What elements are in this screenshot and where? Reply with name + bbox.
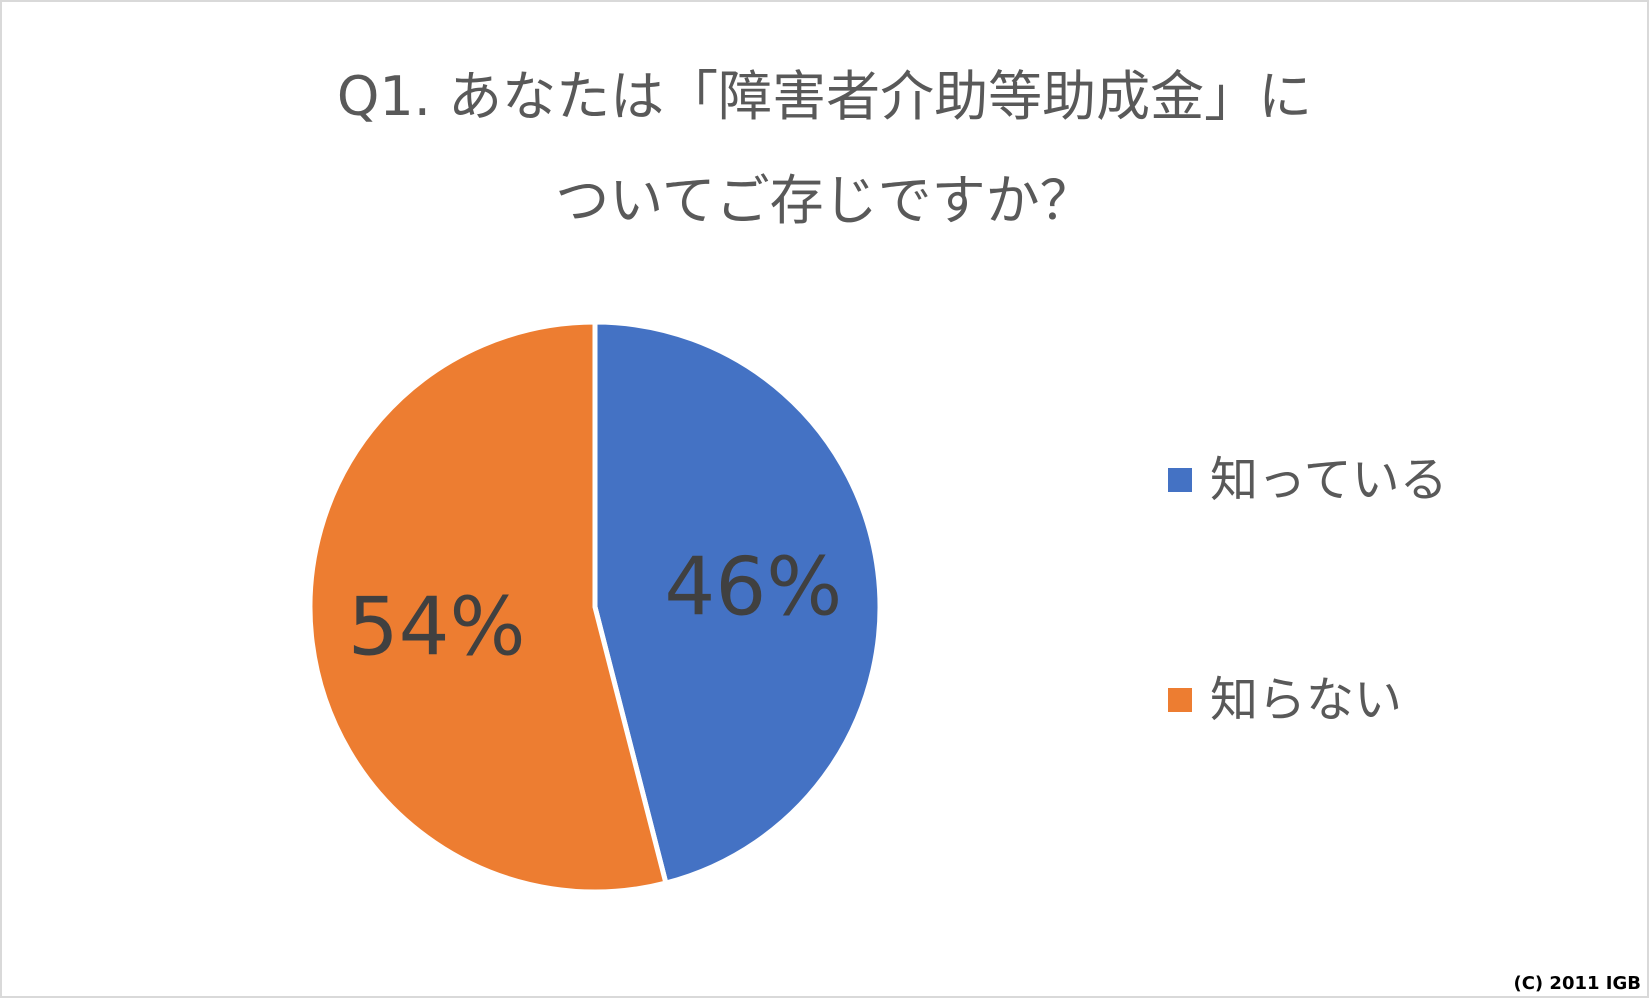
pie-label-unknown: 54% bbox=[348, 581, 526, 674]
pie-slices bbox=[307, 319, 883, 895]
pie-label-known: 46% bbox=[664, 540, 842, 633]
chart-title-line-2: ついてご存じですか？ bbox=[555, 169, 1094, 232]
copyright-notice: (C) 2011 IGB bbox=[1513, 973, 1642, 994]
chart-title: Q1. あなたは「障害者介助等助成金」に ついてご存じですか？ bbox=[0, 45, 1649, 253]
legend-swatch-unknown bbox=[1168, 688, 1192, 712]
legend-item-known: 知っている bbox=[1168, 450, 1448, 510]
legend-label-unknown: 知らない bbox=[1210, 672, 1403, 728]
pie-slice-unknown bbox=[307, 319, 669, 895]
pie-data-labels: 46% 54% bbox=[348, 540, 842, 673]
legend-label-known: 知っている bbox=[1210, 452, 1448, 508]
legend-item-unknown: 知らない bbox=[1168, 670, 1402, 730]
chart-title-line-1: Q1. あなたは「障害者介助等助成金」に bbox=[336, 65, 1313, 128]
legend-swatch-known bbox=[1168, 468, 1192, 492]
pie-slice-known bbox=[592, 319, 883, 886]
